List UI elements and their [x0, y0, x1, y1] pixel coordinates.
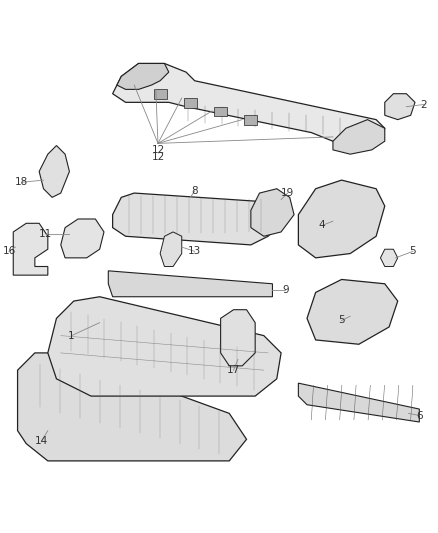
Text: 16: 16: [2, 246, 16, 256]
Text: 6: 6: [416, 410, 423, 421]
Text: 18: 18: [15, 177, 28, 187]
Text: 12: 12: [152, 152, 165, 162]
Polygon shape: [251, 189, 294, 236]
Text: 8: 8: [191, 186, 198, 196]
Polygon shape: [298, 383, 419, 422]
Polygon shape: [221, 310, 255, 366]
Polygon shape: [113, 63, 385, 150]
Text: 1: 1: [68, 330, 75, 341]
Bar: [214, 107, 227, 116]
Text: 9: 9: [282, 285, 289, 295]
Text: 11: 11: [39, 229, 52, 239]
Polygon shape: [160, 232, 182, 266]
Polygon shape: [117, 63, 169, 90]
Text: 19: 19: [281, 188, 294, 198]
Polygon shape: [307, 279, 398, 344]
Polygon shape: [381, 249, 398, 266]
Polygon shape: [385, 94, 415, 119]
Polygon shape: [48, 297, 281, 396]
Polygon shape: [298, 180, 385, 258]
Text: 4: 4: [319, 221, 325, 230]
Polygon shape: [333, 119, 385, 154]
Polygon shape: [113, 193, 281, 245]
Text: 2: 2: [420, 100, 427, 109]
Polygon shape: [13, 223, 48, 275]
Text: 13: 13: [188, 246, 201, 256]
Bar: [184, 98, 197, 108]
Polygon shape: [108, 271, 272, 297]
Text: 17: 17: [227, 365, 240, 375]
Bar: [244, 115, 258, 125]
Text: 14: 14: [35, 437, 48, 447]
Polygon shape: [61, 219, 104, 258]
Bar: [154, 90, 166, 99]
Polygon shape: [18, 353, 247, 461]
Text: 5: 5: [338, 316, 345, 326]
Text: 12: 12: [152, 145, 165, 155]
Polygon shape: [39, 146, 69, 197]
Text: 5: 5: [410, 246, 416, 256]
